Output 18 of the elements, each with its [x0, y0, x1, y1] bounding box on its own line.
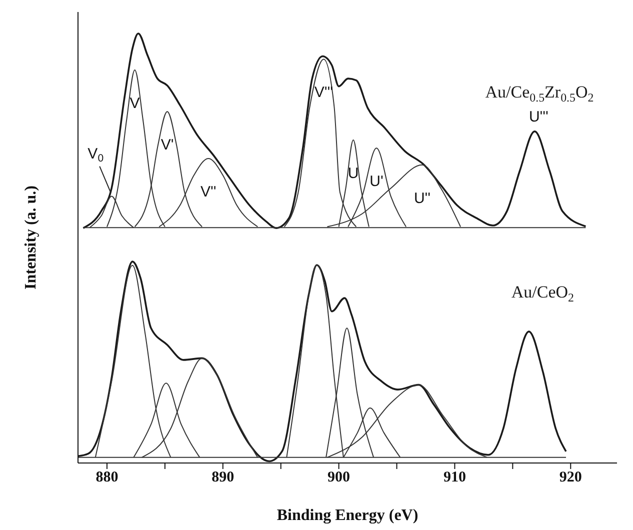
annotation: V': [160, 136, 174, 154]
x-tick-label: 920: [559, 470, 582, 486]
x-tick-label: 890: [212, 470, 234, 486]
annotation: U': [370, 173, 384, 190]
annotation: U: [348, 165, 359, 182]
series-label: Au/CeO$_{2}$: [511, 282, 574, 304]
annotation: U''': [528, 108, 549, 126]
annotation: U'': [414, 190, 431, 207]
text: Au/Ce$_{0.5}$Zr$_{0.5}$O$_{2}$: [485, 82, 594, 104]
x-axis-title: Binding Energy (eV): [276, 507, 418, 524]
annotation: V: [130, 94, 140, 112]
annotation: V'': [200, 183, 216, 200]
x-tick-label: 910: [443, 470, 466, 486]
annotation: V''': [314, 84, 334, 102]
y-axis-title: Intensity (a. u.): [22, 185, 40, 290]
annotation: V$_{0}$: [88, 145, 104, 165]
x-tick-label: 900: [328, 470, 350, 486]
x-tick-label: 880: [96, 470, 118, 486]
